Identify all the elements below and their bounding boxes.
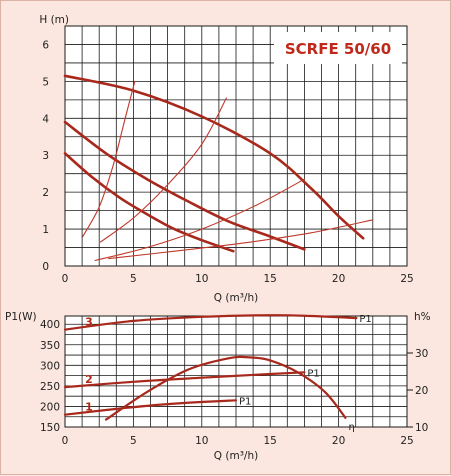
power-x-axis-label: Q (m³/h) <box>214 450 258 462</box>
head-y-tick-label: 5 <box>42 76 49 88</box>
speed-number-label: 1 <box>85 401 93 414</box>
power-y-tick-label: 150 <box>40 422 60 434</box>
power-curve-line <box>63 314 358 331</box>
head-x-tick-label: 10 <box>195 273 208 285</box>
head-x-tick-label: 20 <box>332 273 345 285</box>
power-chart: 0 5 10 15 20 25 150 200 250 300 350 400 10 20 30 P1(W) h… <box>5 311 431 462</box>
system-curve-line <box>100 97 227 243</box>
power-series-label: P1 <box>359 314 371 325</box>
power-y2-tick-label: 30 <box>415 348 428 360</box>
head-frame <box>64 25 408 267</box>
head-x-axis-label: Q (m³/h) <box>214 292 258 304</box>
speed-number-label: 3 <box>85 316 93 329</box>
power-series-label: P1 <box>239 396 251 407</box>
head-y-tick-label: 3 <box>42 150 49 162</box>
power-curve-line <box>63 399 238 416</box>
head-y-tick-label: 6 <box>42 39 49 51</box>
head-x-tick-label: 25 <box>400 273 413 285</box>
efficiency-curve-line <box>104 355 347 421</box>
power-y-tick-label: 250 <box>40 381 60 393</box>
chart-title: SCRFE 50/60 <box>285 40 391 58</box>
system-curve-line <box>82 80 136 238</box>
power-y-tick-label: 200 <box>40 401 60 413</box>
head-curve-line <box>63 120 306 251</box>
head-y-axis-label: H (m) <box>39 14 69 26</box>
head-curve-line <box>63 152 235 253</box>
power-curve-line <box>63 371 306 389</box>
power-y2-axis-label: h% <box>414 311 431 323</box>
system-curve-line <box>108 219 374 260</box>
power-x-tick-label: 5 <box>130 435 137 447</box>
head-y-tick-label: 1 <box>42 224 49 236</box>
power-y-tick-label: 300 <box>40 360 60 372</box>
speed-number-label: 2 <box>85 373 93 386</box>
power-y2-tick-label: 10 <box>415 422 428 434</box>
power-grid <box>64 316 408 428</box>
head-x-tick-label: 0 <box>62 273 69 285</box>
power-x-tick-label: 20 <box>332 435 345 447</box>
power-x-tick-label: 0 <box>62 435 69 447</box>
system-curve-line <box>94 178 305 262</box>
head-y-tick-label: 4 <box>42 113 49 125</box>
head-x-tick-label: 5 <box>130 273 137 285</box>
head-x-tick-label: 15 <box>264 273 277 285</box>
power-y-tick-label: 350 <box>40 340 60 352</box>
head-title-box <box>274 32 402 64</box>
efficiency-label: η <box>348 422 354 433</box>
head-curve-line <box>63 74 365 240</box>
power-series-label: P1 <box>307 368 319 379</box>
power-y-tick-label: 400 <box>40 319 60 331</box>
power-y-axis-label: P1(W) <box>5 311 37 323</box>
head-y-tick-label: 2 <box>42 187 49 199</box>
power-x-tick-label: 25 <box>400 435 413 447</box>
head-chart: SCRFE 50/60 0 5 10 15 20 25 0 1 2 3 4 5 6 H (m) Q (m³/h… <box>39 14 413 304</box>
power-x-tick-label: 10 <box>195 435 208 447</box>
power-y2-tick-label: 20 <box>415 385 428 397</box>
power-x-tick-label: 15 <box>264 435 277 447</box>
head-y-tick-label: 0 <box>42 261 49 273</box>
